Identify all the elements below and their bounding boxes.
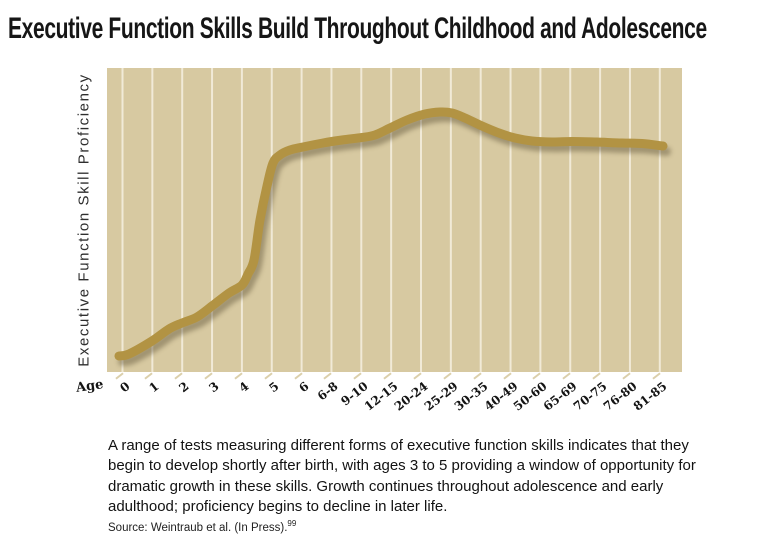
x-tick-label: 4 [236, 379, 252, 396]
x-tick-label: 65-69 [540, 379, 580, 414]
x-tick-label: 81-85 [630, 379, 670, 414]
x-tick-label: 6 [296, 379, 312, 396]
x-tick-label: 20-24 [391, 379, 431, 414]
y-axis-label: Executive Function Skill Proficiency [75, 73, 93, 367]
tick-mark [293, 372, 303, 380]
ef-curve-svg [107, 68, 682, 372]
age-axis-label: Age [75, 377, 105, 396]
x-tick-label: 2 [176, 379, 192, 396]
caption-text: A range of tests measuring different for… [108, 437, 696, 515]
x-tick-label: 5 [266, 379, 282, 396]
tick-mark [473, 372, 482, 380]
x-tick-label: 6-8 [315, 379, 342, 404]
tick-mark [622, 372, 631, 380]
x-tick-label: 50-60 [511, 379, 551, 414]
tick-mark [114, 372, 124, 380]
tick-mark [443, 372, 452, 380]
x-tick-label: 1 [146, 379, 162, 396]
source-reference-number: 99 [287, 519, 297, 528]
x-tick-label: 70-75 [570, 379, 610, 414]
x-tick-label: 3 [206, 379, 222, 396]
x-tick-label: 30-35 [451, 379, 491, 414]
source-text: Source: Weintraub et al. (In Press). [108, 521, 288, 534]
x-tick-label: 0 [116, 379, 133, 396]
source-line: Source: Weintraub et al. (In Press).99 [108, 519, 296, 534]
plot-area [107, 68, 682, 372]
x-tick-label: 12-15 [361, 379, 401, 414]
curve-shadow [118, 112, 671, 366]
gridlines [121, 68, 661, 372]
x-axis: Age 0 1 2 3 4 5 6 6-8 9-10 12-15 20-24 25-29 30-35 40… [0, 372, 770, 430]
tick-mark [264, 372, 273, 380]
x-tick-label: 76-80 [600, 379, 640, 414]
tick-mark [502, 372, 512, 380]
tick-mark [652, 372, 661, 380]
tick-mark [234, 372, 243, 380]
proficiency-curve [114, 107, 668, 361]
chart-title: Executive Function Skills Build Througho… [8, 12, 707, 45]
x-tick-label: 25-29 [421, 379, 461, 414]
